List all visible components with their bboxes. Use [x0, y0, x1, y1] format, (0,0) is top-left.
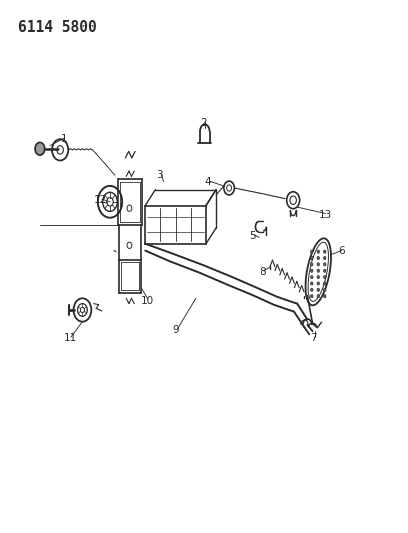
Circle shape [324, 256, 326, 260]
Circle shape [324, 282, 326, 285]
Circle shape [317, 256, 319, 260]
Text: 5: 5 [249, 231, 256, 241]
Circle shape [317, 269, 319, 272]
Text: 12: 12 [94, 195, 107, 205]
Text: 1: 1 [61, 134, 67, 144]
Text: 7: 7 [310, 333, 317, 343]
Text: 13: 13 [319, 209, 332, 220]
Circle shape [317, 263, 319, 266]
Circle shape [317, 250, 319, 253]
Text: 6: 6 [339, 246, 345, 256]
Text: 9: 9 [172, 325, 179, 335]
Text: 3: 3 [156, 171, 163, 180]
Text: 11: 11 [64, 333, 77, 343]
Circle shape [324, 250, 326, 253]
Circle shape [324, 288, 326, 292]
Circle shape [35, 142, 45, 155]
Circle shape [317, 288, 319, 292]
Circle shape [310, 295, 313, 298]
Circle shape [310, 276, 313, 279]
Circle shape [324, 276, 326, 279]
Text: 2: 2 [201, 118, 207, 128]
Circle shape [317, 295, 319, 298]
Circle shape [310, 263, 313, 266]
Circle shape [324, 295, 326, 298]
Circle shape [317, 282, 319, 285]
Text: 8: 8 [259, 267, 266, 277]
Circle shape [310, 288, 313, 292]
Text: 6114 5800: 6114 5800 [18, 20, 96, 35]
Text: 4: 4 [205, 176, 211, 187]
Circle shape [310, 282, 313, 285]
Circle shape [310, 269, 313, 272]
Circle shape [324, 263, 326, 266]
Circle shape [310, 256, 313, 260]
Text: 10: 10 [141, 296, 154, 306]
Circle shape [324, 269, 326, 272]
Circle shape [317, 276, 319, 279]
Circle shape [310, 250, 313, 253]
